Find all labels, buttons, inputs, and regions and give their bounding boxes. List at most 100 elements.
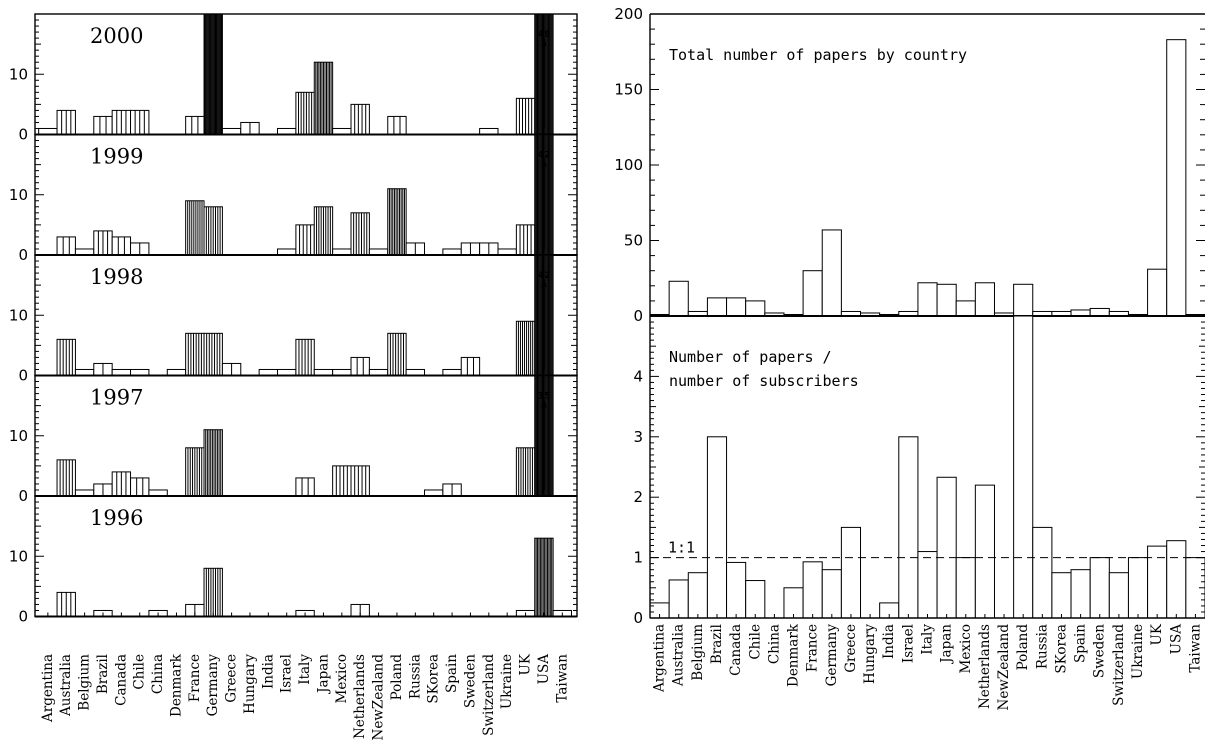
x-label-right-sweden: Sweden [1092,624,1108,678]
arrowhead-2000 [541,37,547,46]
ratio-bar-canada [726,561,747,619]
year-panel-1999: 42 0 10 1999 [9,133,578,264]
x-label-left-netherlands: Netherlands [352,654,368,739]
total-ytick-150: 150 [614,81,643,99]
arrowhead-1999 [541,157,547,167]
total-bar-france [802,270,823,317]
x-label-right-germany: Germany [824,624,840,687]
ratio-bar-greece [840,526,862,619]
total-title: Total number of papers by country [669,46,967,64]
ratio-bar-chile [745,580,766,619]
x-label-left-mexico: Mexico [334,654,350,703]
arrow-label-1999: 42 [538,151,551,161]
year-label-1996: 1996 [90,506,143,530]
total-bar-netherlands [974,282,995,317]
x-label-right-greece: Greece [843,624,859,673]
x-label-left-germany: Germany [205,654,221,717]
x-label-right-australia: Australia [671,624,687,687]
ytick-label-1996-0: 0 [18,608,28,626]
ratio-bar-poland [1013,315,1034,619]
year-panel-2000: 48 0 10 2000 [9,13,578,144]
x-label-left-greece: Greece [224,654,240,703]
arrow-label-2000: 48 [538,30,551,40]
ratio-bar-sweden [1089,557,1110,619]
ytick-label-1996-10: 10 [9,547,28,565]
ytick-label-1999-10: 10 [9,186,28,204]
ratio-bar-skorea [1051,572,1072,619]
ratio-bar-spain [1070,569,1091,619]
ratio-ytick-3: 3 [633,428,643,446]
x-label-left-hungary: Hungary [242,654,258,714]
bar-1999-poland [387,188,407,256]
ratio-bar-netherlands [974,484,995,619]
ratio-ytick-2: 2 [633,488,643,506]
x-label-left-taiwan: Taiwan [554,654,570,703]
bar-1997-chile [130,477,150,497]
ratio-bar-germany [821,569,842,619]
x-label-right-netherlands: Netherlands [977,624,993,709]
ytick-label-1998-0: 0 [18,367,28,385]
ytick-label-2000-10: 10 [9,65,28,83]
x-label-right-hungary: Hungary [862,624,878,684]
x-label-left-france: France [187,654,203,702]
ratio-ytick-1: 1 [633,549,643,567]
total-bar-germany [821,229,842,317]
x-label-right-france: France [805,624,821,672]
x-label-right-uk: UK [1149,623,1165,645]
total-ytick-200: 200 [614,5,643,23]
x-label-right-japan: Japan [939,624,955,665]
left-panels: 48 0 10 2000 42 0 10 1999 42 0 10 1998 35 0 10 1997 0 10 1… [9,13,578,740]
x-label-right-skorea: SKorea [1053,624,1069,674]
x-label-left-chile: Chile [132,654,148,690]
ratio-panel: 0 1 2 3 4 1:1 Number of papers / number of subs… [633,315,1205,710]
x-label-right-mexico: Mexico [958,624,974,673]
x-label-right-denmark: Denmark [786,623,802,687]
x-label-right-israel: Israel [900,624,916,663]
ytick-label-1998-10: 10 [9,306,28,324]
ratio-bar-mexico [955,557,976,619]
ratio-title: Number of papers / [669,348,832,366]
ratio-bar-belgium [687,572,708,619]
x-label-left-belgium: Belgium [77,654,93,711]
year-label-1997: 1997 [90,386,143,410]
bar-2000-france [185,115,205,136]
ytick-label-1999-0: 0 [18,246,28,264]
ratio-bar-japan [936,476,957,619]
x-label-right-ukraine: Ukraine [1130,624,1146,679]
x-label-right-poland: Poland [1015,624,1031,671]
year-label-1998: 1998 [90,265,143,289]
x-label-right-chile: Chile [747,624,763,660]
x-label-left-brazil: Brazil [95,654,111,694]
ytick-label-2000-0: 0 [18,126,28,144]
ratio-bar-usa [1166,540,1187,619]
x-label-left-japan: Japan [315,654,331,695]
x-label-left-poland: Poland [389,654,405,701]
x-label-right-taiwan: Taiwan [1187,624,1203,673]
ratio-bar-switzerland [1108,572,1129,619]
bar-2000-brazil [93,115,113,136]
total-bar-mexico [955,300,976,317]
bar-1997-netherlands [350,465,370,497]
x-label-left-italy: Italy [297,654,313,685]
x-label-right-belgium: Belgium [690,624,706,681]
x-label-right-india: India [881,624,897,659]
bar-1997-mexico [332,465,352,497]
bar-1999-australia [56,236,76,256]
x-label-left-argentina: Argentina [40,654,56,723]
arrowhead-1997 [541,398,547,408]
x-label-right-canada: Canada [728,624,744,676]
x-label-left-skorea: SKorea [426,654,442,704]
x-label-left-australia: Australia [58,654,74,717]
ytick-label-1997-10: 10 [9,427,28,445]
bar-1997-italy [295,477,315,497]
total-bar-poland [1013,283,1034,317]
ratio-ytick-4: 4 [633,367,643,385]
bar-2000-poland [387,115,407,136]
bar-1999-uk [515,224,536,256]
total-bar-italy [917,282,938,317]
x-label-right-usa: USA [1168,624,1184,655]
bar-1998-netherlands [350,356,370,376]
ratio-bar-italy [917,551,938,619]
ratio-bar-france [802,561,823,619]
